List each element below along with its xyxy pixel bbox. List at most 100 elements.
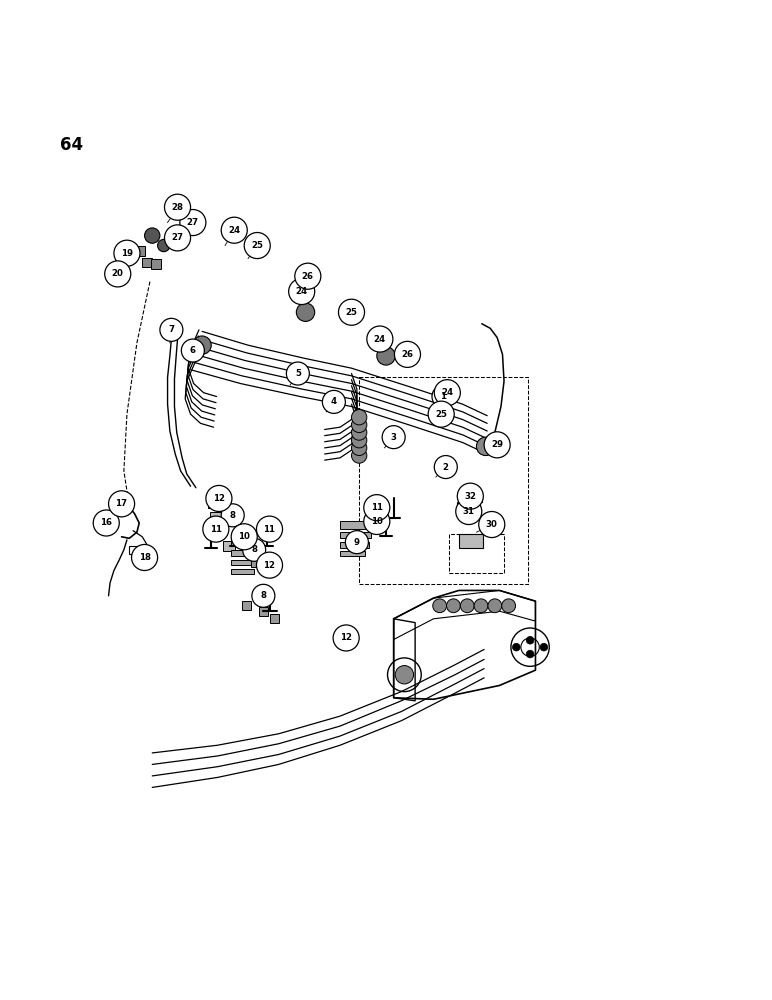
Circle shape — [455, 498, 482, 525]
Circle shape — [203, 516, 229, 542]
Circle shape — [193, 336, 212, 354]
Circle shape — [93, 510, 120, 536]
FancyBboxPatch shape — [459, 534, 483, 548]
FancyBboxPatch shape — [259, 607, 268, 616]
Circle shape — [364, 508, 390, 534]
Circle shape — [433, 599, 446, 613]
FancyBboxPatch shape — [265, 558, 274, 567]
FancyBboxPatch shape — [457, 502, 480, 514]
Circle shape — [351, 440, 367, 456]
Circle shape — [351, 425, 367, 440]
Text: 8: 8 — [251, 545, 257, 554]
Circle shape — [295, 263, 321, 289]
Circle shape — [460, 599, 474, 613]
Circle shape — [252, 584, 275, 607]
Text: 11: 11 — [210, 525, 222, 534]
FancyBboxPatch shape — [340, 521, 367, 529]
Circle shape — [114, 240, 140, 266]
FancyBboxPatch shape — [208, 500, 225, 508]
Circle shape — [157, 239, 170, 252]
Circle shape — [333, 625, 359, 651]
Text: 7: 7 — [168, 325, 174, 334]
Circle shape — [428, 401, 454, 427]
FancyBboxPatch shape — [129, 546, 140, 554]
Text: 8: 8 — [230, 511, 235, 520]
Circle shape — [256, 552, 283, 578]
Text: 10: 10 — [371, 517, 383, 526]
Circle shape — [527, 650, 534, 658]
Circle shape — [131, 544, 157, 571]
Text: 30: 30 — [486, 520, 498, 529]
Circle shape — [446, 599, 460, 613]
Text: 16: 16 — [100, 518, 112, 527]
Circle shape — [474, 599, 488, 613]
Text: 5: 5 — [295, 369, 301, 378]
Text: 24: 24 — [374, 335, 386, 344]
Text: 28: 28 — [171, 203, 184, 212]
Circle shape — [164, 225, 191, 251]
FancyBboxPatch shape — [231, 569, 254, 574]
Text: 26: 26 — [401, 350, 414, 359]
FancyBboxPatch shape — [151, 259, 161, 269]
Circle shape — [144, 228, 160, 243]
Circle shape — [364, 495, 390, 521]
Circle shape — [382, 426, 405, 449]
FancyBboxPatch shape — [141, 258, 152, 267]
Circle shape — [540, 643, 547, 651]
Text: 20: 20 — [112, 269, 124, 278]
Text: 29: 29 — [491, 440, 503, 449]
Circle shape — [377, 347, 395, 365]
FancyBboxPatch shape — [270, 614, 279, 623]
Circle shape — [206, 485, 232, 511]
FancyBboxPatch shape — [210, 512, 222, 522]
Circle shape — [109, 491, 134, 517]
Circle shape — [256, 516, 283, 542]
Circle shape — [484, 432, 510, 458]
Circle shape — [435, 380, 460, 406]
Circle shape — [289, 278, 315, 305]
Text: 25: 25 — [346, 308, 357, 317]
Text: 18: 18 — [138, 553, 151, 562]
Text: 12: 12 — [340, 633, 352, 642]
Circle shape — [180, 210, 206, 236]
Text: 64: 64 — [60, 136, 83, 154]
FancyBboxPatch shape — [242, 601, 251, 610]
Circle shape — [394, 341, 421, 367]
Circle shape — [242, 538, 266, 561]
Text: 10: 10 — [239, 532, 250, 541]
Text: 11: 11 — [263, 525, 276, 534]
Text: 11: 11 — [371, 503, 383, 512]
FancyBboxPatch shape — [231, 550, 260, 556]
Circle shape — [323, 390, 345, 413]
Circle shape — [181, 339, 205, 362]
Text: 27: 27 — [171, 233, 184, 242]
FancyBboxPatch shape — [231, 560, 263, 565]
Text: 24: 24 — [442, 388, 453, 397]
Circle shape — [105, 261, 130, 287]
Text: 25: 25 — [435, 410, 447, 419]
Text: 4: 4 — [331, 397, 337, 406]
Circle shape — [351, 448, 367, 463]
Circle shape — [351, 417, 367, 433]
Circle shape — [435, 456, 457, 479]
Text: 1: 1 — [441, 392, 446, 401]
Circle shape — [222, 504, 244, 527]
Circle shape — [367, 326, 393, 352]
Text: 2: 2 — [443, 463, 449, 472]
Circle shape — [351, 410, 367, 425]
FancyBboxPatch shape — [340, 532, 371, 538]
Circle shape — [479, 511, 505, 538]
Text: 31: 31 — [462, 507, 475, 516]
Text: 26: 26 — [302, 272, 314, 281]
Circle shape — [160, 318, 183, 341]
FancyBboxPatch shape — [459, 491, 482, 502]
Text: 8: 8 — [260, 591, 266, 600]
Text: 19: 19 — [121, 249, 133, 258]
Circle shape — [476, 437, 495, 456]
Circle shape — [345, 531, 368, 554]
Text: 3: 3 — [391, 433, 397, 442]
FancyBboxPatch shape — [134, 246, 144, 256]
Circle shape — [244, 233, 270, 259]
Circle shape — [286, 362, 310, 385]
Text: 24: 24 — [229, 226, 240, 235]
